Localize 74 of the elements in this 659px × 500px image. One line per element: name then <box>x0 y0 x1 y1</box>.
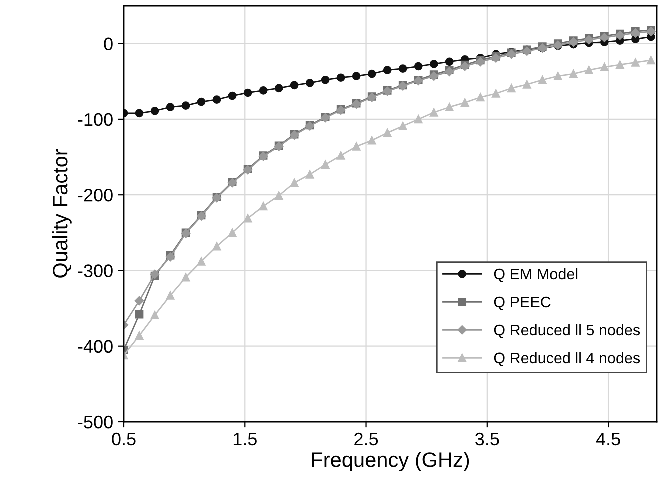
point <box>414 62 423 71</box>
point <box>383 128 392 138</box>
point <box>616 60 624 70</box>
point <box>554 72 562 81</box>
point <box>476 93 485 102</box>
point <box>290 178 299 188</box>
x-tick-label: 2.5 <box>354 432 378 446</box>
y-tick-label: 0 <box>104 38 113 51</box>
point <box>259 202 268 211</box>
point <box>212 242 222 251</box>
y-tick-label: -300 <box>78 264 113 278</box>
y-tick-label: -200 <box>78 189 113 202</box>
point <box>212 96 222 104</box>
legend-label: Q Reduced ll 5 nodes <box>494 324 640 338</box>
y-tick-label: -400 <box>78 340 113 354</box>
point <box>274 192 284 200</box>
point <box>228 92 237 100</box>
point <box>430 60 438 68</box>
point <box>150 106 160 116</box>
point <box>336 152 346 160</box>
point <box>632 58 640 67</box>
point <box>290 81 299 90</box>
point <box>182 102 190 110</box>
point <box>398 122 408 130</box>
point <box>150 311 160 320</box>
point <box>507 84 516 93</box>
point <box>492 90 500 98</box>
x-tick-label: 0.5 <box>112 432 136 446</box>
point <box>135 109 144 118</box>
point <box>244 214 252 223</box>
y-tick-label: -500 <box>78 416 113 429</box>
legend-label: Q Reduced ll 4 nodes <box>494 352 640 366</box>
point <box>244 88 252 98</box>
point <box>306 78 314 88</box>
point <box>584 66 594 74</box>
y-tick-label: -100 <box>78 113 113 126</box>
point <box>166 103 175 112</box>
point <box>445 103 454 112</box>
point <box>460 98 470 107</box>
point <box>182 273 190 282</box>
point <box>197 257 206 266</box>
point <box>197 98 206 106</box>
point <box>368 70 376 78</box>
point <box>306 170 314 179</box>
point <box>274 84 284 93</box>
point <box>135 332 144 340</box>
point <box>538 76 547 84</box>
point <box>336 74 346 82</box>
y-axis-title: Quality Factor <box>52 150 72 278</box>
point <box>569 70 578 78</box>
point <box>445 58 454 66</box>
x-tick-label: 3.5 <box>476 432 500 446</box>
point <box>647 56 656 65</box>
point <box>321 160 330 170</box>
point <box>414 115 423 124</box>
point <box>166 292 175 300</box>
point <box>228 228 237 238</box>
point <box>321 76 330 84</box>
point <box>134 296 144 306</box>
point <box>352 72 361 81</box>
x-tick-label: 4.5 <box>596 433 620 446</box>
point <box>600 63 609 72</box>
point <box>135 310 144 319</box>
x-axis-title: Frequency (GHz) <box>312 452 470 472</box>
legend-label: Q EM Model <box>494 268 578 282</box>
point <box>383 66 392 74</box>
x-tick-label: 1.5 <box>234 433 257 446</box>
point <box>522 80 532 89</box>
point <box>352 142 361 151</box>
legend-label: Q PEEC <box>494 296 551 310</box>
point <box>259 86 268 95</box>
point <box>430 108 438 117</box>
point <box>398 64 408 73</box>
point <box>368 136 376 145</box>
